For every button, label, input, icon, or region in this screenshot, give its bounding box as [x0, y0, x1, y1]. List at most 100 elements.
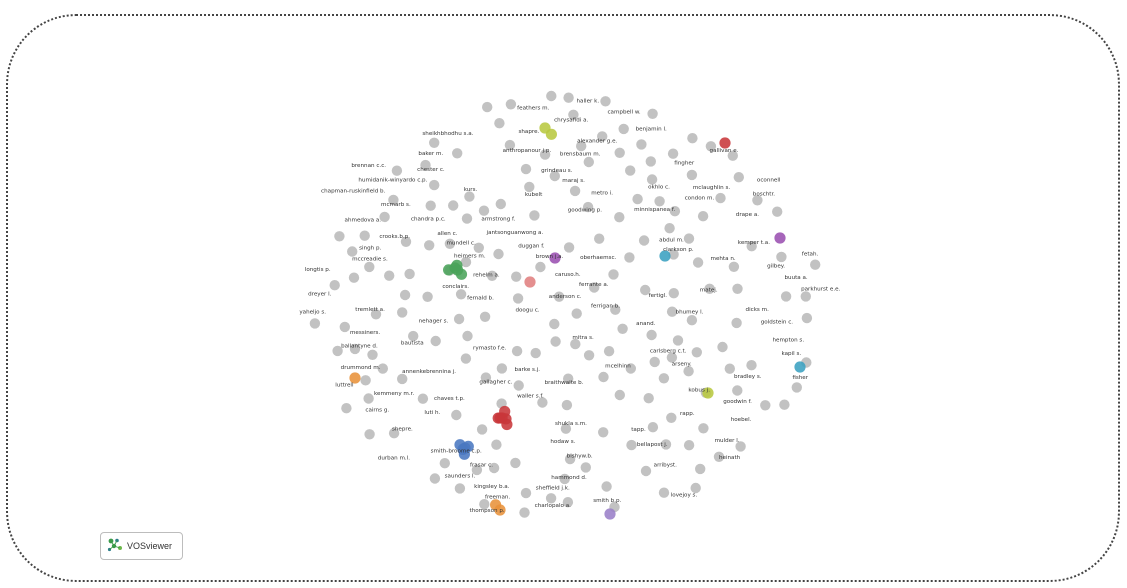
author-node[interactable] — [691, 347, 702, 358]
author-node[interactable] — [397, 373, 408, 385]
author-node[interactable] — [746, 241, 757, 252]
author-node[interactable] — [495, 198, 506, 210]
author-node[interactable] — [583, 156, 594, 168]
author-node[interactable] — [480, 372, 492, 383]
author-node[interactable] — [530, 347, 541, 359]
author-node[interactable] — [658, 373, 670, 384]
author-node[interactable] — [568, 109, 579, 121]
author-node[interactable] — [713, 451, 725, 462]
author-node[interactable] — [429, 179, 440, 191]
author-node[interactable] — [496, 363, 508, 374]
author-node[interactable] — [404, 268, 415, 280]
author-node[interactable] — [443, 264, 455, 276]
author-node[interactable] — [453, 313, 465, 325]
author-node[interactable] — [493, 248, 504, 260]
author-node[interactable] — [583, 350, 595, 361]
author-node[interactable] — [379, 211, 390, 223]
author-node[interactable] — [646, 329, 657, 341]
author-node[interactable] — [625, 165, 636, 176]
author-node[interactable] — [638, 235, 650, 246]
author-node[interactable] — [666, 306, 678, 317]
author-node[interactable] — [348, 272, 360, 283]
author-node[interactable] — [550, 336, 561, 347]
author-node[interactable] — [780, 291, 792, 302]
author-node[interactable] — [779, 399, 790, 410]
author-node[interactable] — [569, 185, 581, 197]
author-node[interactable] — [600, 96, 611, 107]
author-node[interactable] — [598, 427, 609, 438]
author-node[interactable] — [511, 271, 522, 282]
author-node[interactable] — [451, 409, 462, 421]
author-node[interactable] — [513, 380, 524, 391]
author-node[interactable] — [686, 315, 698, 326]
author-node[interactable] — [659, 250, 671, 262]
author-node[interactable] — [731, 317, 742, 329]
author-node[interactable] — [746, 360, 757, 371]
author-node[interactable] — [537, 397, 548, 408]
author-node[interactable] — [614, 389, 625, 401]
author-node[interactable] — [589, 282, 600, 293]
author-node[interactable] — [491, 439, 502, 450]
author-node[interactable] — [647, 422, 659, 433]
author-node[interactable] — [624, 252, 635, 263]
author-node[interactable] — [698, 423, 709, 434]
author-node[interactable] — [439, 458, 450, 469]
author-node[interactable] — [549, 318, 560, 330]
author-node[interactable] — [752, 195, 763, 206]
author-node[interactable] — [697, 211, 709, 222]
author-node[interactable] — [604, 508, 616, 520]
author-node[interactable] — [332, 345, 343, 357]
author-node[interactable] — [704, 283, 715, 294]
author-node[interactable] — [524, 276, 536, 288]
author-node[interactable] — [545, 128, 558, 140]
author-node[interactable] — [452, 148, 463, 159]
author-node[interactable] — [580, 462, 591, 473]
author-node[interactable] — [649, 356, 660, 368]
author-node[interactable] — [695, 463, 706, 475]
author-node[interactable] — [461, 213, 473, 224]
author-node[interactable] — [454, 483, 466, 494]
author-node[interactable] — [614, 147, 625, 158]
author-node[interactable] — [668, 288, 679, 299]
author-node[interactable] — [668, 249, 679, 260]
author-node[interactable] — [658, 487, 670, 498]
author-node[interactable] — [399, 289, 411, 301]
author-node[interactable] — [457, 443, 469, 455]
author-node[interactable] — [732, 283, 743, 294]
author-node[interactable] — [570, 338, 581, 350]
author-node[interactable] — [473, 242, 484, 253]
author-node[interactable] — [464, 191, 475, 202]
author-node[interactable] — [451, 259, 463, 271]
author-node[interactable] — [715, 192, 726, 204]
author-node[interactable] — [727, 150, 738, 161]
author-node[interactable] — [601, 481, 612, 492]
author-node[interactable] — [563, 92, 574, 103]
author-node[interactable] — [388, 194, 399, 206]
author-node[interactable] — [512, 293, 524, 304]
author-node[interactable] — [800, 291, 811, 302]
author-node[interactable] — [717, 341, 728, 353]
author-node[interactable] — [597, 131, 608, 142]
author-node[interactable] — [560, 423, 572, 434]
author-node[interactable] — [364, 429, 375, 440]
author-node[interactable] — [719, 137, 731, 149]
author-node[interactable] — [504, 139, 516, 151]
author-node[interactable] — [505, 99, 517, 110]
author-node[interactable] — [626, 439, 637, 451]
author-node[interactable] — [334, 231, 345, 242]
author-node[interactable] — [347, 246, 358, 257]
author-node[interactable] — [448, 200, 459, 211]
author-node[interactable] — [360, 375, 371, 386]
author-node[interactable] — [397, 307, 408, 318]
author-node[interactable] — [683, 366, 694, 377]
author-node[interactable] — [519, 507, 530, 518]
author-node[interactable] — [539, 149, 551, 160]
author-node[interactable] — [400, 236, 412, 247]
author-node[interactable] — [520, 163, 532, 175]
author-node[interactable] — [482, 101, 493, 113]
author-node[interactable] — [594, 233, 605, 244]
author-node[interactable] — [667, 148, 679, 159]
author-node[interactable] — [553, 291, 565, 302]
author-node[interactable] — [702, 387, 714, 399]
author-node[interactable] — [425, 200, 436, 211]
